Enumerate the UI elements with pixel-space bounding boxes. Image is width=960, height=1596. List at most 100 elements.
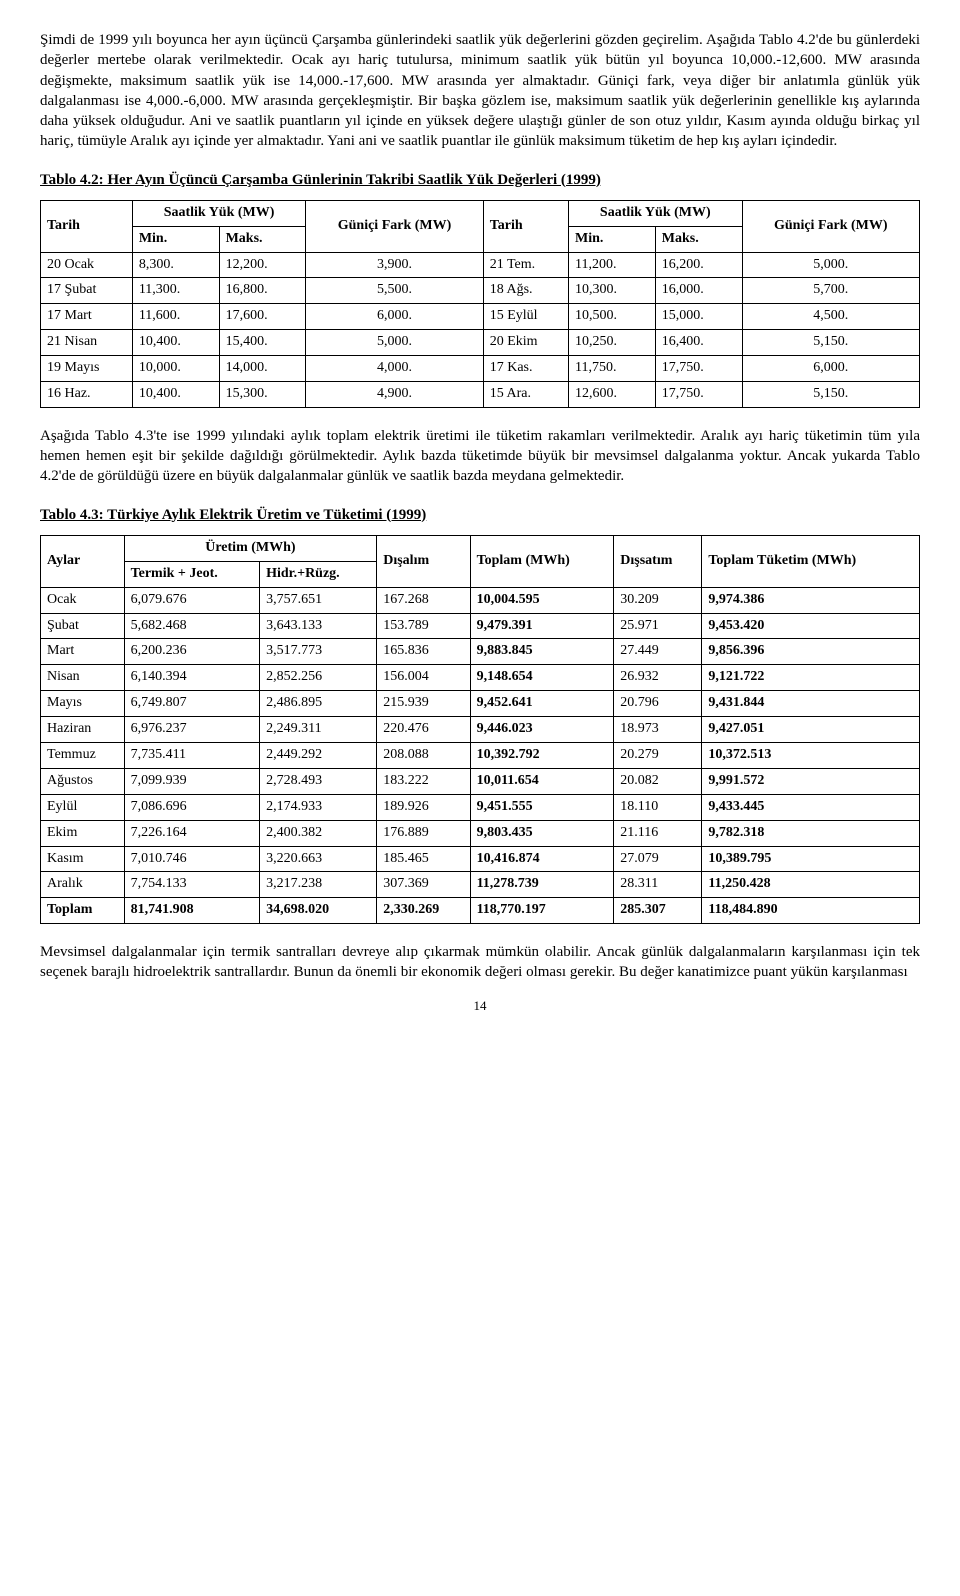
table-cell-total: 81,741.908	[124, 898, 260, 924]
th-tarih-2: Tarih	[483, 200, 568, 252]
paragraph-2: Aşağıda Tablo 4.3'te ise 1999 yılındaki …	[40, 426, 920, 487]
table-cell: 6,140.394	[124, 665, 260, 691]
table-cell: 156.004	[377, 665, 470, 691]
th-min-1: Min.	[132, 226, 219, 252]
table-cell: 28.311	[614, 872, 702, 898]
table-row: 19 Mayıs10,000.14,000.4,000.17 Kas.11,75…	[41, 356, 920, 382]
table-cell: 183.222	[377, 768, 470, 794]
table-cell: 189.926	[377, 794, 470, 820]
table-cell: 185.465	[377, 846, 470, 872]
page-number: 14	[40, 997, 920, 1015]
table-cell: 9,856.396	[702, 639, 920, 665]
table-cell: 11,750.	[569, 356, 656, 382]
table43: Aylar Üretim (MWh) Dışalım Toplam (MWh) …	[40, 535, 920, 924]
table-cell: 15,400.	[219, 330, 306, 356]
table-cell: 208.088	[377, 743, 470, 769]
table-cell-total: Toplam	[41, 898, 125, 924]
table-cell: 17,750.	[655, 381, 742, 407]
table-cell: 6,976.237	[124, 717, 260, 743]
table-cell: 9,883.845	[470, 639, 614, 665]
table-row: 20 Ocak8,300.12,200.3,900.21 Tem.11,200.…	[41, 252, 920, 278]
table-cell: 7,226.164	[124, 820, 260, 846]
table-cell: 17 Mart	[41, 304, 133, 330]
table-row: Ağustos7,099.9392,728.493183.22210,011.6…	[41, 768, 920, 794]
th-disalim: Dışalım	[377, 535, 470, 587]
table-row: Mart6,200.2363,517.773165.8369,883.84527…	[41, 639, 920, 665]
table-cell: 17 Kas.	[483, 356, 568, 382]
table-cell: 5,700.	[742, 278, 919, 304]
table-cell: 9,782.318	[702, 820, 920, 846]
table-cell: 20 Ocak	[41, 252, 133, 278]
table-cell: 11,278.739	[470, 872, 614, 898]
table-cell: 5,682.468	[124, 613, 260, 639]
table-cell: Nisan	[41, 665, 125, 691]
table-row: 16 Haz.10,400.15,300.4,900.15 Ara.12,600…	[41, 381, 920, 407]
th-toplam: Toplam (MWh)	[470, 535, 614, 587]
table-cell: 9,451.555	[470, 794, 614, 820]
table-cell: 4,900.	[306, 381, 483, 407]
table-cell: 165.836	[377, 639, 470, 665]
table-row: Ekim7,226.1642,400.382176.8899,803.43521…	[41, 820, 920, 846]
table-cell: 9,427.051	[702, 717, 920, 743]
table-cell: 11,250.428	[702, 872, 920, 898]
table-cell: 10,392.792	[470, 743, 614, 769]
table-row: Haziran6,976.2372,249.311220.4769,446.02…	[41, 717, 920, 743]
table-cell: 4,500.	[742, 304, 919, 330]
table-cell: 153.789	[377, 613, 470, 639]
table-cell: Şubat	[41, 613, 125, 639]
table-cell: 7,735.411	[124, 743, 260, 769]
table-cell: 27.449	[614, 639, 702, 665]
table-row: Temmuz7,735.4112,449.292208.08810,392.79…	[41, 743, 920, 769]
table-cell: 2,400.382	[260, 820, 377, 846]
table-row: 17 Şubat11,300.16,800.5,500.18 Ağs.10,30…	[41, 278, 920, 304]
table-cell: 9,433.445	[702, 794, 920, 820]
table-cell: 9,446.023	[470, 717, 614, 743]
table-cell: 8,300.	[132, 252, 219, 278]
table-cell: 10,400.	[132, 330, 219, 356]
table-cell: 15,000.	[655, 304, 742, 330]
table-row: Mayıs6,749.8072,486.895215.9399,452.6412…	[41, 691, 920, 717]
table-cell: 17 Şubat	[41, 278, 133, 304]
table-cell: 9,479.391	[470, 613, 614, 639]
table-cell: 12,200.	[219, 252, 306, 278]
table-cell: 11,300.	[132, 278, 219, 304]
table-cell: 6,079.676	[124, 587, 260, 613]
table-cell: 10,416.874	[470, 846, 614, 872]
table-cell: 4,000.	[306, 356, 483, 382]
table-cell-total: 34,698.020	[260, 898, 377, 924]
table-cell: 14,000.	[219, 356, 306, 382]
table-cell: 9,803.435	[470, 820, 614, 846]
table-row: 21 Nisan10,400.15,400.5,000.20 Ekim10,25…	[41, 330, 920, 356]
table-cell: 10,500.	[569, 304, 656, 330]
table-cell: 9,431.844	[702, 691, 920, 717]
table-cell: 25.971	[614, 613, 702, 639]
table-cell-total: 118,484.890	[702, 898, 920, 924]
table-cell: 307.369	[377, 872, 470, 898]
table-cell: 16,200.	[655, 252, 742, 278]
th-aylar: Aylar	[41, 535, 125, 587]
table-cell: 15,300.	[219, 381, 306, 407]
table-cell: 21 Tem.	[483, 252, 568, 278]
table-cell: 6,000.	[742, 356, 919, 382]
table-cell-total: 285.307	[614, 898, 702, 924]
table-cell: 20 Ekim	[483, 330, 568, 356]
table-cell: 7,086.696	[124, 794, 260, 820]
th-uretim: Üretim (MWh)	[124, 535, 377, 561]
table-cell: 2,486.895	[260, 691, 377, 717]
table-cell: 16,800.	[219, 278, 306, 304]
th-tarih-1: Tarih	[41, 200, 133, 252]
table-cell: 5,150.	[742, 330, 919, 356]
th-saatlik-1: Saatlik Yük (MW)	[132, 200, 305, 226]
table-cell: 5,000.	[306, 330, 483, 356]
table-cell: 7,099.939	[124, 768, 260, 794]
table-row: Ocak6,079.6763,757.651167.26810,004.5953…	[41, 587, 920, 613]
table-cell: 27.079	[614, 846, 702, 872]
th-dissatim: Dışsatım	[614, 535, 702, 587]
table-cell: 176.889	[377, 820, 470, 846]
table-cell: 9,991.572	[702, 768, 920, 794]
table-cell: Mart	[41, 639, 125, 665]
table-row: Nisan6,140.3942,852.256156.0049,148.6542…	[41, 665, 920, 691]
table-cell: 10,004.595	[470, 587, 614, 613]
table-cell: 6,000.	[306, 304, 483, 330]
table-cell: 7,754.133	[124, 872, 260, 898]
